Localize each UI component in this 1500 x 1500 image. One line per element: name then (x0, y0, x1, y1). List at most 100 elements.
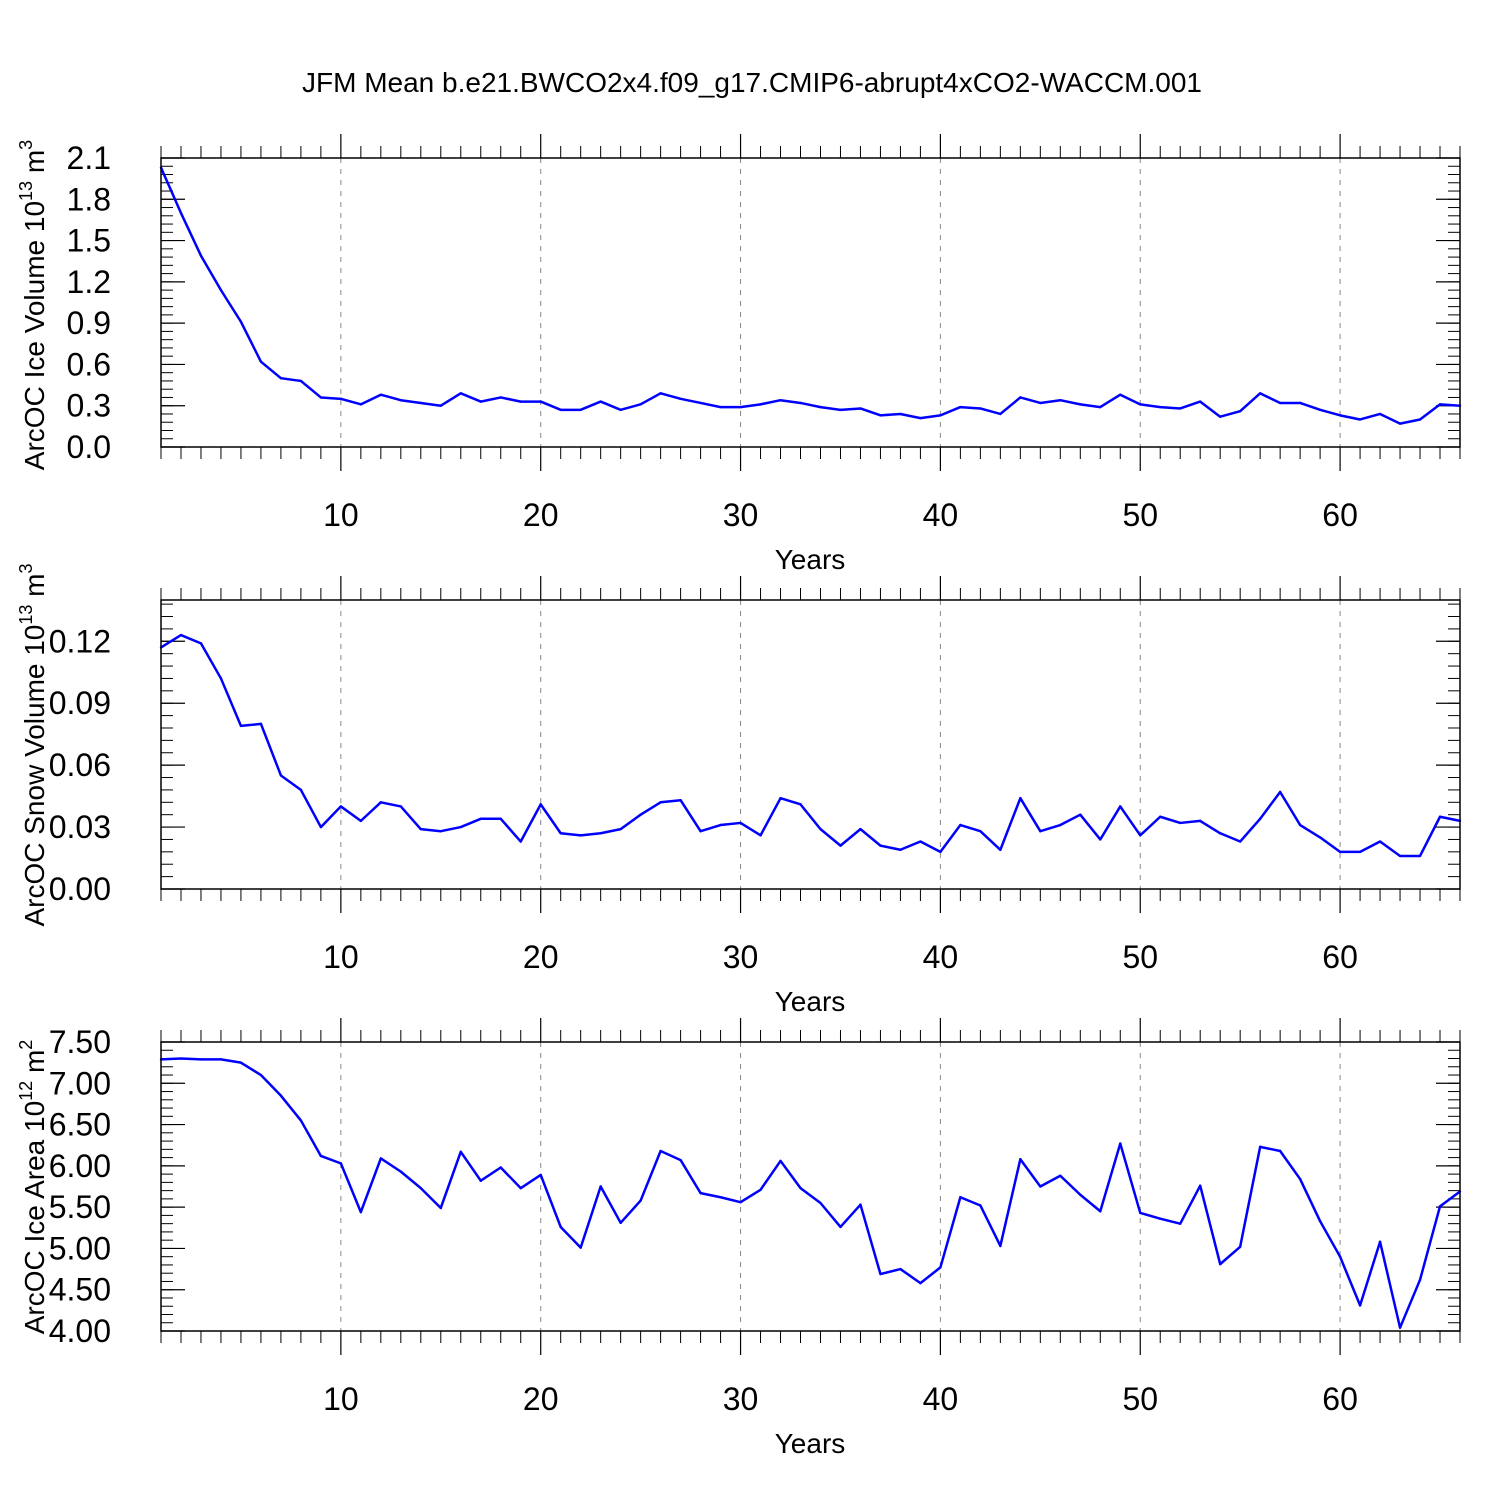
ice-area-data-point (899, 1267, 902, 1271)
ice-volume-data-point (919, 416, 922, 420)
ice-volume-data-point (1298, 401, 1302, 405)
ice-volume-data-point (1179, 407, 1182, 410)
ice-area-data-point (1099, 1210, 1102, 1213)
ice-area-data-point (1358, 1304, 1362, 1307)
ice-area-x-tick-label: 60 (1322, 1381, 1358, 1417)
snow-volume-x-tick-label: 20 (523, 939, 559, 975)
snow-volume-x-tick-label: 60 (1322, 939, 1358, 975)
ice-area-data-point (919, 1281, 922, 1285)
snow-volume-data-point (1318, 836, 1322, 839)
snow-volume-data-point (679, 799, 682, 802)
snow-volume-data-point (639, 813, 642, 816)
ice-volume-data-point (399, 399, 403, 402)
ice-area-data-point (1159, 1217, 1162, 1220)
ice-area-data-point (519, 1186, 522, 1190)
snow-volume-y-tick-label: 0.06 (49, 747, 111, 783)
snow-volume-data-point (1139, 834, 1142, 837)
ice-area-data-point (1418, 1278, 1422, 1282)
snow-volume-data-point (1298, 823, 1302, 827)
ice-volume-y-tick-label: 0.9 (67, 305, 111, 341)
snow-volume-data-point (379, 801, 383, 804)
ice-volume-y-axis-label-unit: m (19, 150, 50, 181)
ice-area-series-line (160, 1057, 1461, 1329)
ice-volume-data-point (1238, 410, 1242, 413)
snow-volume-data-point (1099, 838, 1102, 841)
ice-volume-data-point (1398, 422, 1402, 425)
ice-area-y-tick-label: 5.00 (49, 1230, 111, 1266)
ice-area-data-point (359, 1210, 363, 1214)
ice-area-x-tick-label: 50 (1122, 1381, 1158, 1417)
ice-area-data-point (599, 1185, 602, 1188)
snow-volume-data-point (979, 830, 982, 833)
ice-volume-data-point (1378, 412, 1382, 416)
ice-area-data-point (839, 1225, 842, 1229)
ice-area-data-point (819, 1201, 822, 1205)
ice-volume-data-point (1258, 392, 1262, 395)
ice-volume-data-point (1079, 403, 1082, 406)
ice-volume-data-point (279, 376, 283, 380)
ice-volume-data-point (459, 392, 462, 395)
ice-area-data-point (879, 1272, 882, 1276)
snow-volume-data-point (359, 819, 363, 823)
ice-volume-data-point (839, 408, 842, 412)
ice-volume-y-axis-label-exponent: 13 (16, 181, 36, 201)
snow-volume-data-point (1179, 821, 1182, 825)
snow-volume-x-tick-label: 40 (923, 939, 959, 975)
snow-volume-data-point (759, 834, 762, 837)
ice-area-data-point (1258, 1145, 1262, 1149)
ice-volume-data-point (1318, 408, 1322, 412)
snow-volume-data-point (739, 821, 742, 825)
snow-volume-data-point (239, 724, 243, 728)
snow-volume-data-point (859, 827, 862, 831)
ice-volume-data-point (1139, 403, 1142, 406)
ice-area-data-point (1298, 1177, 1302, 1181)
ice-area-data-point (199, 1058, 203, 1061)
ice-volume-data-point (299, 379, 303, 383)
ice-volume-data-point (319, 396, 323, 399)
ice-volume-data-point (259, 360, 263, 363)
ice-area-data-point (459, 1150, 462, 1154)
ice-area-panel: 10 20 30 40 50 60 4.00 4.50 5.00 5.50 6.00 6.50 7.00… (16, 1018, 1462, 1459)
ice-volume-y-tick-label: 1.8 (67, 181, 111, 217)
snow-volume-data-point (339, 805, 343, 808)
ice-volume-y-tick-label: 2.1 (67, 140, 111, 176)
ice-area-data-point (1119, 1142, 1122, 1145)
ice-area-data-point (1318, 1219, 1322, 1223)
ice-volume-data-point (239, 320, 243, 323)
ice-area-data-point (1238, 1245, 1242, 1248)
ice-volume-data-point (819, 405, 822, 409)
ice-volume-data-point (979, 407, 982, 410)
ice-area-y-axis-label: ArcOC Ice Area 1012 m2 (16, 1040, 50, 1335)
ice-area-data-point (1059, 1174, 1062, 1177)
ice-volume-x-tick-label: 10 (323, 497, 359, 533)
ice-volume-data-point (799, 401, 802, 405)
ice-volume-data-point (1199, 400, 1202, 403)
snow-volume-data-point (399, 805, 403, 808)
snow-volume-data-point (1059, 823, 1062, 827)
ice-volume-y-tick-label: 0.6 (67, 346, 111, 382)
ice-volume-data-point (179, 211, 183, 215)
snow-volume-y-tick-label: 0.03 (49, 809, 111, 845)
snow-volume-y-tick-label: 0.00 (49, 871, 111, 907)
ice-area-data-point (659, 1149, 662, 1153)
ice-volume-y-axis-label-unit-power: 3 (16, 140, 36, 150)
ice-area-data-point (859, 1203, 862, 1206)
ice-volume-data-point (619, 408, 622, 412)
ice-volume-y-tick-label: 0.3 (67, 388, 111, 424)
snow-volume-y-axis-label: ArcOC Snow Volume 1013 m3 (16, 563, 50, 926)
ice-volume-data-point (359, 403, 363, 406)
snow-volume-data-point (199, 642, 203, 645)
snow-volume-data-point (479, 817, 482, 821)
snow-volume-data-point (919, 840, 922, 843)
ice-volume-data-point (439, 404, 442, 407)
snow-volume-data-point (419, 827, 422, 831)
ice-area-data-point (1278, 1149, 1282, 1153)
ice-volume-data-point (899, 412, 902, 416)
ice-volume-y-tick-label: 1.5 (67, 223, 111, 259)
ice-volume-y-tick-label: 0.0 (67, 429, 111, 465)
ice-area-data-point (719, 1196, 722, 1199)
ice-area-x-tick-label: 30 (723, 1381, 759, 1417)
ice-area-data-point (419, 1186, 422, 1190)
ice-volume-x-tick-label: 20 (523, 497, 559, 533)
